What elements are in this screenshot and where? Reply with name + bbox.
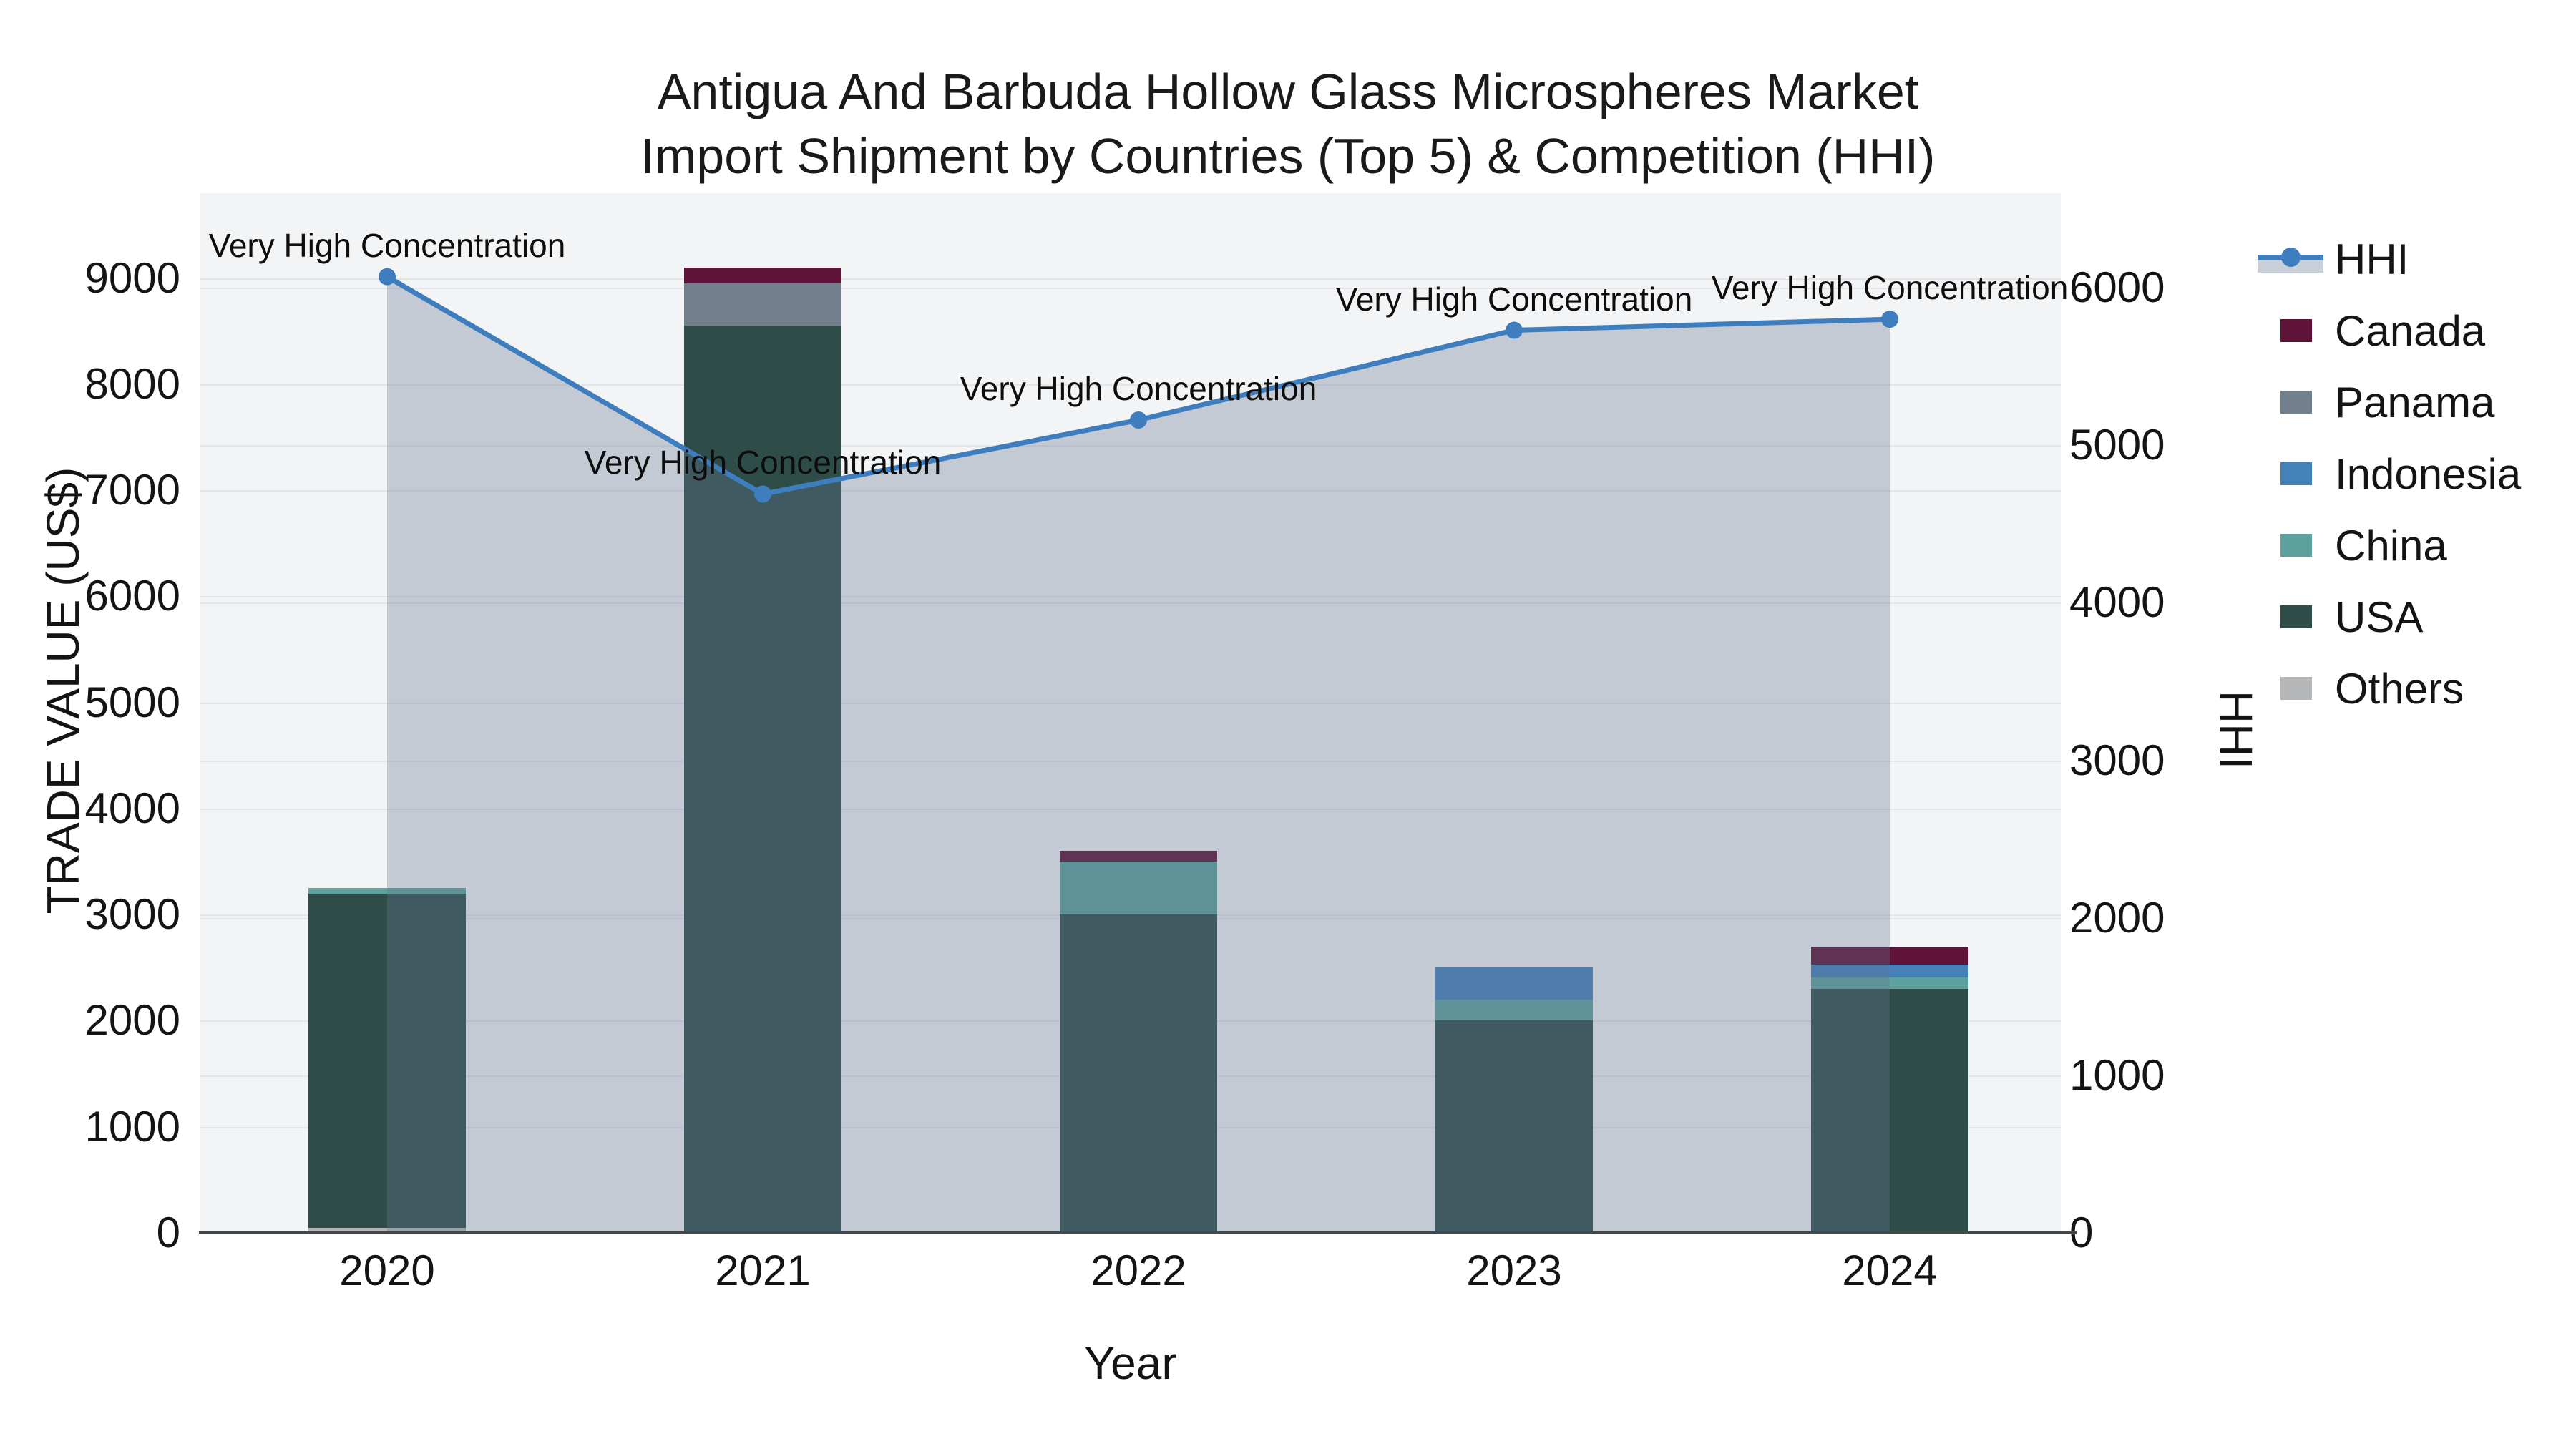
legend-swatch-china bbox=[2280, 534, 2312, 557]
bar-segment-indonesia-2023 bbox=[1435, 967, 1593, 1000]
bar-segment-usa-2024 bbox=[1811, 988, 1968, 1233]
legend-label-china: China bbox=[2335, 521, 2447, 570]
bar-segment-china-2024 bbox=[1811, 977, 1968, 989]
x-axis-line bbox=[199, 1231, 2077, 1234]
bar-segment-china-2023 bbox=[1435, 999, 1593, 1021]
hhi-marker-2020 bbox=[379, 268, 396, 286]
right-tick-4000: 4000 bbox=[2069, 578, 2165, 627]
hhi-marker-2024 bbox=[1881, 311, 1898, 328]
x-axis-title: Year bbox=[1084, 1337, 1177, 1389]
legend-item-china[interactable]: China bbox=[2258, 509, 2521, 581]
right-tick-3000: 3000 bbox=[2069, 736, 2165, 784]
left-tick-8000: 8000 bbox=[84, 359, 180, 408]
bar-segment-usa-2023 bbox=[1435, 1020, 1593, 1233]
x-tick-2024: 2024 bbox=[1842, 1246, 1938, 1294]
annotation-2021: Very High Concentration bbox=[584, 444, 942, 482]
gridline-right-5000 bbox=[200, 445, 2061, 447]
legend: HHI Canada Panama Indonesia China USA Others bbox=[2258, 223, 2521, 724]
right-axis-title: HHI bbox=[2210, 690, 2262, 770]
legend-label-others: Others bbox=[2335, 664, 2464, 713]
hhi-marker-2021 bbox=[754, 485, 771, 503]
right-tick-2000: 2000 bbox=[2069, 893, 2165, 942]
bar-segment-usa-2020 bbox=[308, 893, 466, 1228]
legend-sample-china bbox=[2258, 531, 2335, 560]
hhi-line-layer bbox=[379, 268, 1898, 1233]
bar-segment-others-2020 bbox=[308, 1227, 466, 1233]
left-tick-3000: 3000 bbox=[84, 890, 180, 939]
x-tick-2020: 2020 bbox=[339, 1246, 435, 1294]
right-tick-5000: 5000 bbox=[2069, 421, 2165, 469]
bar-segment-canada-2021 bbox=[684, 267, 841, 284]
gridline-left-5000 bbox=[200, 702, 2061, 704]
bar-segment-panama-2021 bbox=[684, 283, 841, 326]
legend-sample-others bbox=[2258, 674, 2335, 703]
gridline-right-4000 bbox=[200, 602, 2061, 605]
legend-label-panama: Panama bbox=[2335, 378, 2495, 426]
left-tick-4000: 4000 bbox=[84, 784, 180, 832]
hhi-marker-2023 bbox=[1506, 321, 1523, 339]
bar-segment-usa-2021 bbox=[684, 326, 841, 1233]
legend-label-indonesia: Indonesia bbox=[2335, 449, 2522, 498]
gridline-left-9000 bbox=[200, 278, 2061, 280]
legend-swatch-indonesia bbox=[2280, 462, 2312, 485]
bar-segment-canada-2022 bbox=[1060, 851, 1217, 862]
left-tick-7000: 7000 bbox=[84, 466, 180, 514]
legend-sample-panama bbox=[2258, 388, 2335, 416]
annotation-2024: Very High Concentration bbox=[1711, 269, 2069, 307]
left-tick-0: 0 bbox=[156, 1209, 180, 1257]
legend-item-usa[interactable]: USA bbox=[2258, 581, 2521, 653]
annotation-2022: Very High Concentration bbox=[960, 370, 1317, 408]
gridline-left-4000 bbox=[200, 808, 2061, 810]
gridline-right-3000 bbox=[200, 760, 2061, 762]
left-tick-2000: 2000 bbox=[84, 996, 180, 1045]
legend-label-usa: USA bbox=[2335, 592, 2424, 641]
gridline-left-6000 bbox=[200, 596, 2061, 598]
legend-item-others[interactable]: Others bbox=[2258, 653, 2521, 724]
legend-sample-canada bbox=[2258, 316, 2335, 345]
hhi-marker-swatch bbox=[2281, 248, 2301, 267]
left-axis-title: TRADE VALUE (US$) bbox=[37, 467, 89, 914]
legend-swatch-others bbox=[2280, 677, 2312, 700]
bar-segment-canada-2024 bbox=[1811, 946, 1968, 965]
gridline-right-6000 bbox=[200, 288, 2061, 290]
annotation-2023: Very High Concentration bbox=[1335, 280, 1693, 318]
legend-label-canada: Canada bbox=[2335, 306, 2486, 355]
chart-title-line2: Import Shipment by Countries (Top 5) & C… bbox=[640, 128, 1936, 184]
hhi-area-fill bbox=[387, 276, 1890, 1233]
legend-sample-indonesia bbox=[2258, 459, 2335, 488]
legend-swatch-canada bbox=[2280, 319, 2312, 342]
legend-swatch-panama bbox=[2280, 391, 2312, 414]
x-tick-2022: 2022 bbox=[1091, 1246, 1186, 1294]
gridline-left-8000 bbox=[200, 384, 2061, 386]
chart-title-line1: Antigua And Barbuda Hollow Glass Microsp… bbox=[657, 64, 1919, 119]
legend-item-hhi[interactable]: HHI bbox=[2258, 223, 2521, 295]
legend-sample-hhi bbox=[2258, 245, 2335, 273]
legend-swatch-usa bbox=[2280, 605, 2312, 628]
legend-label-hhi: HHI bbox=[2335, 235, 2409, 283]
gridline-left-7000 bbox=[200, 490, 2061, 492]
right-tick-1000: 1000 bbox=[2069, 1050, 2165, 1099]
legend-sample-usa bbox=[2258, 602, 2335, 631]
bar-segment-indonesia-2024 bbox=[1811, 964, 1968, 977]
bar-segment-usa-2022 bbox=[1060, 914, 1217, 1233]
hhi-marker-2022 bbox=[1130, 411, 1147, 429]
left-tick-1000: 1000 bbox=[84, 1102, 180, 1151]
bar-segment-china-2020 bbox=[308, 888, 466, 894]
bar-segment-china-2022 bbox=[1060, 862, 1217, 915]
left-tick-6000: 6000 bbox=[84, 572, 180, 620]
right-tick-6000: 6000 bbox=[2069, 263, 2165, 312]
legend-item-canada[interactable]: Canada bbox=[2258, 295, 2521, 366]
left-tick-5000: 5000 bbox=[84, 678, 180, 726]
legend-item-panama[interactable]: Panama bbox=[2258, 366, 2521, 438]
left-tick-9000: 9000 bbox=[84, 253, 180, 302]
legend-item-indonesia[interactable]: Indonesia bbox=[2258, 438, 2521, 509]
annotation-2020: Very High Concentration bbox=[208, 226, 566, 264]
x-tick-2023: 2023 bbox=[1466, 1246, 1562, 1294]
x-tick-2021: 2021 bbox=[715, 1246, 811, 1294]
